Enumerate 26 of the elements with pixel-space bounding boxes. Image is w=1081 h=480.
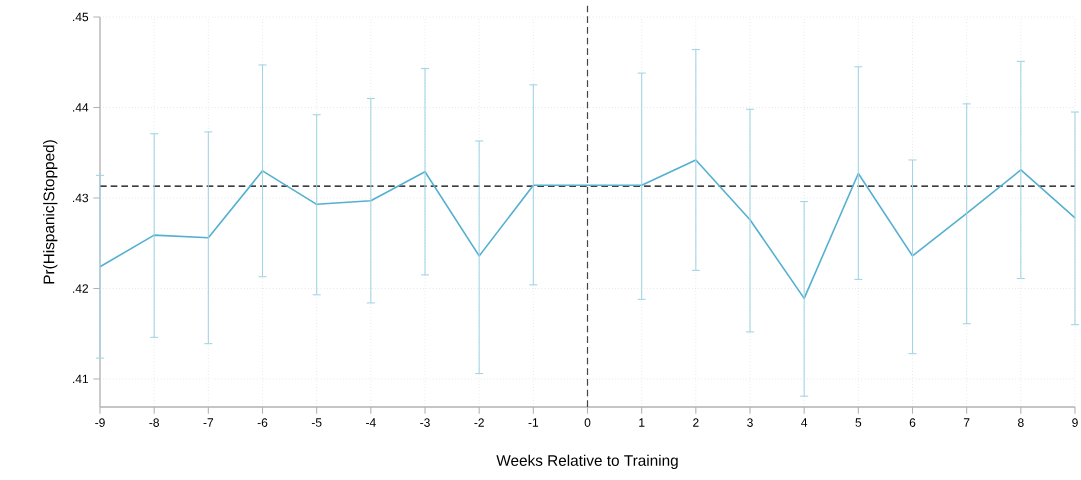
x-tick-label: 6: [909, 418, 916, 427]
x-tick-label: -3: [420, 418, 430, 427]
x-tick-label: 0: [584, 418, 591, 427]
x-tick-label: -9: [95, 418, 105, 427]
y-tick-label: .44: [73, 103, 89, 112]
x-tick-label: 1: [639, 418, 645, 427]
y-tick-label: .43: [73, 193, 89, 203]
x-tick-label: 7: [963, 418, 970, 427]
x-tick-label: 8: [1018, 418, 1024, 427]
x-tick-label: 4: [801, 418, 808, 427]
x-tick-label: -5: [311, 418, 322, 427]
x-tick-label: -2: [474, 418, 484, 427]
x-tick-label: 5: [855, 418, 862, 427]
x-tick-label: -4: [366, 418, 376, 427]
y-tick-label: .42: [73, 284, 89, 293]
x-tick-label: -1: [528, 418, 539, 427]
x-tick-label: 2: [693, 418, 699, 427]
y-tick-label: .41: [73, 374, 89, 384]
y-tick-label: .45: [73, 12, 89, 22]
x-tick-label: -7: [203, 418, 214, 427]
y-axis-title: Pr(Hispanic|Stopped): [43, 140, 58, 284]
x-tick-label: 9: [1072, 418, 1078, 427]
x-tick-label: -8: [149, 418, 159, 427]
x-tick-label: 3: [747, 418, 753, 427]
x-tick-label: -6: [257, 418, 268, 427]
x-axis-title: Weeks Relative to Training: [496, 454, 678, 469]
